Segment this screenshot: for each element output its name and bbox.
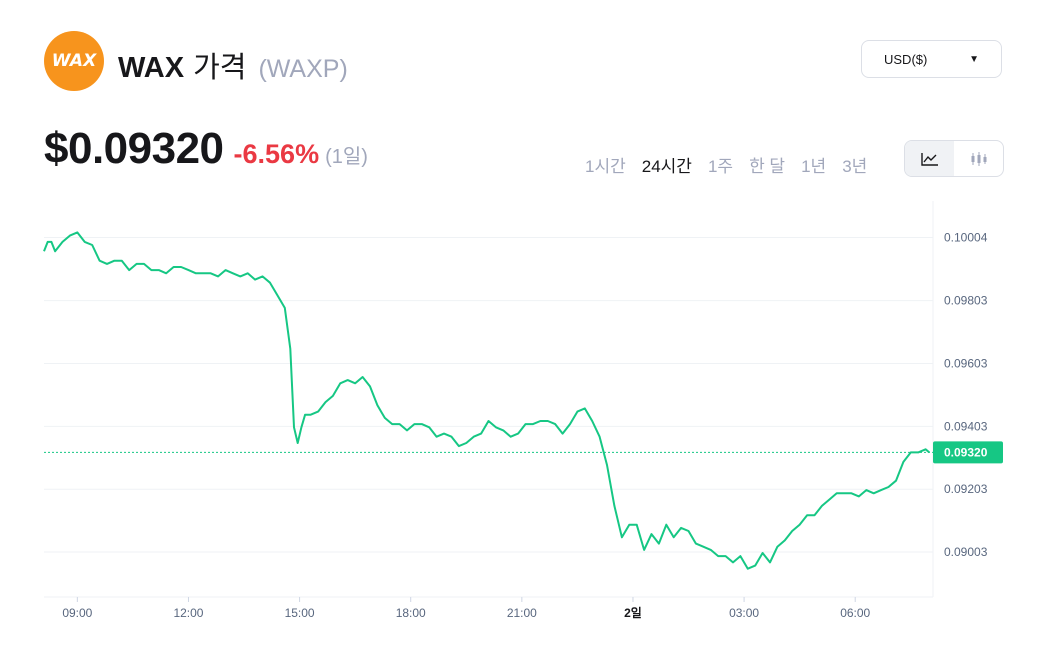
coin-title: WAX 가격 (WAXP) bbox=[118, 44, 348, 86]
time-range-tabs: 1시간 24시간 1주 한 달 1년 3년 bbox=[585, 152, 883, 177]
current-price: $0.09320 bbox=[44, 124, 224, 173]
x-axis-ticks: 09:00 12:00 15:00 18:00 21:00 2일 03:00 06:00 bbox=[62, 597, 871, 620]
current-price-label-box bbox=[933, 441, 1003, 464]
y-tick-label: 0.09403 bbox=[944, 419, 988, 433]
currency-label: USD($) bbox=[884, 51, 928, 67]
logo-text: WAX bbox=[51, 51, 97, 71]
coin-symbol: (WAXP) bbox=[258, 55, 348, 83]
x-tick-label: 21:00 bbox=[507, 606, 537, 620]
change-period: (1일) bbox=[325, 146, 368, 168]
chart-type-toggle bbox=[904, 140, 1004, 177]
chart-grid bbox=[44, 236, 933, 553]
x-tick-label: 15:00 bbox=[285, 606, 315, 620]
tab-3y[interactable]: 3년 bbox=[842, 157, 868, 176]
tab-1y[interactable]: 1년 bbox=[801, 157, 827, 176]
y-axis-ticks: 0.10004 0.09803 0.09603 0.09403 0.09203 0.090… bbox=[944, 230, 988, 559]
line-chart-button[interactable] bbox=[905, 141, 954, 176]
current-price-label: 0.09320 bbox=[933, 441, 1003, 464]
price-change: -6.56% bbox=[233, 139, 320, 169]
price-row: $0.09320 -6.56% (1일) bbox=[44, 124, 368, 174]
candlestick-icon bbox=[971, 151, 986, 166]
x-tick-label: 09:00 bbox=[62, 606, 92, 620]
coin-name: WAX bbox=[118, 52, 185, 84]
tab-1w[interactable]: 1주 bbox=[707, 157, 734, 176]
x-tick-label: 03:00 bbox=[729, 606, 759, 620]
x-tick-label: 18:00 bbox=[396, 606, 426, 620]
x-tick-label: 12:00 bbox=[173, 606, 203, 620]
caret-down-icon: ▼ bbox=[969, 53, 979, 65]
current-price-label-text: 0.09320 bbox=[944, 445, 988, 459]
price-series-line bbox=[43, 231, 930, 570]
tab-24h[interactable]: 24시간 bbox=[641, 157, 692, 176]
tab-1h[interactable]: 1시간 bbox=[585, 157, 626, 176]
y-tick-label: 0.09803 bbox=[944, 294, 988, 308]
y-tick-label: 0.09603 bbox=[944, 356, 988, 370]
candlestick-chart-button[interactable] bbox=[954, 141, 1003, 176]
y-tick-label: 0.10004 bbox=[944, 230, 988, 244]
y-tick-label: 0.09203 bbox=[944, 482, 988, 496]
line-chart-icon bbox=[920, 152, 938, 166]
wax-logo: WAX bbox=[44, 31, 104, 91]
x-tick-label: 06:00 bbox=[840, 606, 870, 620]
coin-price-label: 가격 bbox=[193, 52, 247, 84]
x-tick-label: 2일 bbox=[624, 606, 642, 620]
tab-1m[interactable]: 한 달 bbox=[749, 157, 786, 176]
currency-selector[interactable]: USD($) ▼ bbox=[861, 40, 1002, 78]
y-tick-label: 0.09003 bbox=[944, 545, 988, 559]
